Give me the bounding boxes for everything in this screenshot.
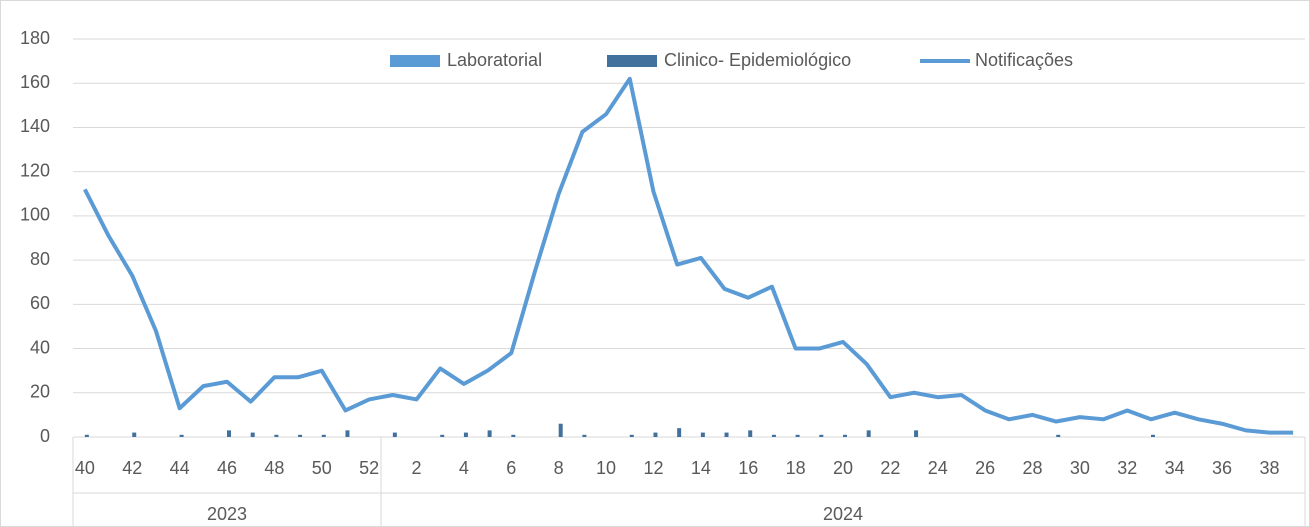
group-label: 2024 — [823, 504, 863, 524]
x-tick-label: 2 — [412, 458, 422, 478]
x-tick-label: 16 — [738, 458, 758, 478]
legend-label: Clinico- Epidemiológico — [664, 50, 851, 70]
x-tick-label: 52 — [359, 458, 379, 478]
x-tick-label: 22 — [880, 458, 900, 478]
x-tick-label: 10 — [596, 458, 616, 478]
bar — [914, 430, 919, 437]
x-tick-label: 14 — [691, 458, 711, 478]
y-tick-label: 120 — [20, 160, 50, 180]
bar — [511, 434, 516, 437]
bar — [440, 434, 445, 437]
bar — [345, 430, 350, 437]
x-tick-label: 38 — [1259, 458, 1279, 478]
x-tick-label: 32 — [1117, 458, 1137, 478]
bar — [84, 434, 89, 437]
x-tick-label: 44 — [170, 458, 190, 478]
bar — [819, 434, 824, 437]
bar — [653, 432, 658, 437]
bar — [1151, 434, 1155, 437]
bar — [463, 432, 468, 437]
x-tick-label: 40 — [75, 458, 95, 478]
y-tick-label: 60 — [30, 293, 50, 313]
group-label: 2023 — [207, 504, 247, 524]
bar — [748, 430, 753, 437]
bar — [227, 430, 231, 437]
x-tick-label: 18 — [786, 458, 806, 478]
x-tick-label: 42 — [122, 458, 142, 478]
bar — [250, 432, 255, 437]
bar — [392, 432, 397, 437]
y-tick-label: 180 — [20, 28, 50, 48]
x-tick-label: 4 — [459, 458, 469, 478]
y-tick-label: 0 — [40, 426, 50, 446]
bar — [677, 428, 682, 437]
bar — [487, 430, 492, 437]
y-tick-label: 100 — [20, 205, 50, 225]
bar — [298, 434, 303, 437]
bar — [795, 434, 800, 437]
x-tick-label: 6 — [506, 458, 516, 478]
x-tick-label: 24 — [928, 458, 948, 478]
bar — [843, 434, 847, 437]
x-tick-label: 28 — [1023, 458, 1043, 478]
y-tick-label: 40 — [30, 337, 50, 357]
legend-label: Laboratorial — [447, 50, 542, 70]
bar — [179, 434, 184, 437]
bar — [724, 432, 729, 437]
x-tick-label: 8 — [554, 458, 564, 478]
x-tick-label: 12 — [643, 458, 663, 478]
bar — [1056, 434, 1061, 437]
bar — [321, 434, 326, 437]
bar — [132, 432, 137, 437]
bar — [771, 434, 776, 437]
x-tick-label: 50 — [312, 458, 332, 478]
x-tick-label: 34 — [1165, 458, 1185, 478]
y-tick-label: 20 — [30, 382, 50, 402]
bar — [274, 434, 279, 437]
legend-swatch — [390, 55, 440, 67]
x-tick-label: 36 — [1212, 458, 1232, 478]
line — [83, 76, 1294, 435]
y-tick-label: 140 — [20, 116, 50, 136]
bar — [700, 432, 705, 437]
bar — [582, 434, 587, 437]
x-tick-label: 30 — [1070, 458, 1090, 478]
y-tick-label: 160 — [20, 72, 50, 92]
legend-swatch — [607, 55, 657, 67]
x-tick-label: 48 — [264, 458, 284, 478]
x-tick-label: 20 — [833, 458, 853, 478]
legend-label: Notificações — [975, 50, 1073, 70]
x-tick-label: 46 — [217, 458, 237, 478]
bar — [558, 423, 563, 437]
x-tick-label: 26 — [975, 458, 995, 478]
y-tick-label: 80 — [30, 249, 50, 269]
bar — [629, 434, 634, 437]
bar — [866, 430, 871, 437]
